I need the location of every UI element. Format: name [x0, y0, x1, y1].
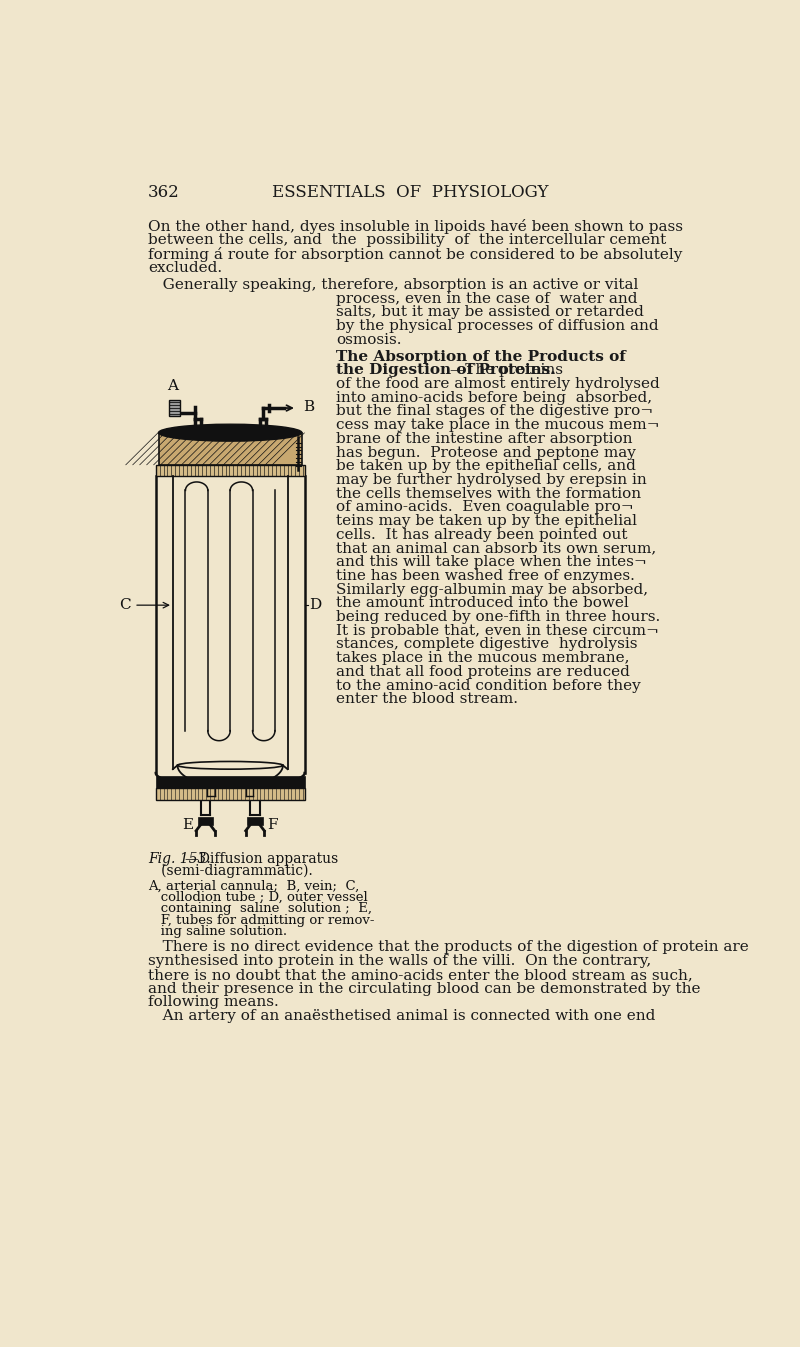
- Text: excluded.: excluded.: [148, 260, 222, 275]
- Text: —Diffusion apparatus: —Diffusion apparatus: [186, 853, 338, 866]
- Text: enter the blood stream.: enter the blood stream.: [336, 692, 518, 706]
- Text: synthesised into protein in the walls of the villi.  On the contrary,: synthesised into protein in the walls of…: [148, 954, 651, 968]
- Text: and this will take place when the intes¬: and this will take place when the intes¬: [336, 555, 647, 570]
- Text: process, even in the case of  water and: process, even in the case of water and: [336, 292, 638, 306]
- Text: there is no doubt that the amino-acids enter the blood stream as such,: there is no doubt that the amino-acids e…: [148, 968, 693, 982]
- Text: and that all food proteins are reduced: and that all food proteins are reduced: [336, 665, 630, 679]
- Text: osmosis.: osmosis.: [336, 333, 402, 348]
- Text: D: D: [310, 598, 322, 612]
- Text: brane of the intestine after absorption: brane of the intestine after absorption: [336, 432, 633, 446]
- Text: F: F: [267, 818, 278, 831]
- Text: ing saline solution.: ing saline solution.: [148, 924, 287, 938]
- Text: A: A: [167, 379, 178, 392]
- Text: 362: 362: [148, 185, 180, 201]
- Text: of amino-acids.  Even coagulable pro¬: of amino-acids. Even coagulable pro¬: [336, 501, 634, 515]
- Text: Fig. 153.: Fig. 153.: [148, 853, 211, 866]
- FancyBboxPatch shape: [156, 788, 305, 800]
- Text: may be further hydrolysed by erepsin in: may be further hydrolysed by erepsin in: [336, 473, 647, 488]
- Text: has begun.  Proteose and peptone may: has begun. Proteose and peptone may: [336, 446, 636, 459]
- Text: be taken up by the epithelial cells, and: be taken up by the epithelial cells, and: [336, 459, 636, 473]
- Text: teins may be taken up by the epithelial: teins may be taken up by the epithelial: [336, 515, 638, 528]
- Text: containing  saline  solution ;  E,: containing saline solution ; E,: [148, 902, 372, 916]
- Text: Similarly egg-albumin may be absorbed,: Similarly egg-albumin may be absorbed,: [336, 583, 649, 597]
- FancyBboxPatch shape: [247, 816, 262, 824]
- Text: the Digestion of Proteins.: the Digestion of Proteins.: [336, 364, 556, 377]
- Text: salts, but it may be assisted or retarded: salts, but it may be assisted or retarde…: [336, 306, 644, 319]
- Text: F, tubes for admitting or remov-: F, tubes for admitting or remov-: [148, 913, 374, 927]
- Text: between the cells, and  the  possibility  of  the intercellular cement: between the cells, and the possibility o…: [148, 233, 666, 247]
- Text: takes place in the mucous membrane,: takes place in the mucous membrane,: [336, 651, 630, 665]
- Ellipse shape: [158, 424, 302, 442]
- Text: C: C: [119, 598, 131, 612]
- FancyBboxPatch shape: [156, 465, 305, 475]
- Text: There is no direct evidence that the products of the digestion of protein are: There is no direct evidence that the pro…: [148, 940, 749, 955]
- Text: An artery of an anaësthetised animal is connected with one end: An artery of an anaësthetised animal is …: [148, 1009, 655, 1022]
- FancyBboxPatch shape: [198, 816, 213, 824]
- Text: the cells themselves with the formation: the cells themselves with the formation: [336, 486, 642, 501]
- Text: Generally speaking, therefore, absorption is an active or vital: Generally speaking, therefore, absorptio…: [148, 277, 638, 292]
- Text: forming á route for absorption cannot be considered to be absolutely: forming á route for absorption cannot b…: [148, 247, 682, 261]
- Text: by the physical processes of diffusion and: by the physical processes of diffusion a…: [336, 319, 659, 333]
- Text: collodion tube ; D, outer vessel: collodion tube ; D, outer vessel: [148, 892, 368, 904]
- Text: tine has been washed free of enzymes.: tine has been washed free of enzymes.: [336, 568, 635, 583]
- Text: —The proteins: —The proteins: [450, 364, 562, 377]
- Text: following means.: following means.: [148, 995, 279, 1009]
- Ellipse shape: [178, 761, 283, 769]
- Text: It is probable that, even in these circum¬: It is probable that, even in these circu…: [336, 624, 659, 637]
- Text: On the other hand, dyes insoluble in lipoids havé been shown to pass: On the other hand, dyes insoluble in lip…: [148, 220, 683, 234]
- Text: into amino-acids before being  absorbed,: into amino-acids before being absorbed,: [336, 391, 653, 405]
- Text: being reduced by one-fifth in three hours.: being reduced by one-fifth in three hour…: [336, 610, 661, 624]
- Text: cess may take place in the mucous mem¬: cess may take place in the mucous mem¬: [336, 418, 660, 432]
- Text: E: E: [182, 818, 193, 831]
- FancyBboxPatch shape: [156, 776, 305, 788]
- Text: (semi-diagrammatic).: (semi-diagrammatic).: [148, 863, 313, 878]
- FancyBboxPatch shape: [158, 432, 302, 465]
- Text: of the food are almost entirely hydrolysed: of the food are almost entirely hydrolys…: [336, 377, 660, 391]
- Text: the amount introduced into the bowel: the amount introduced into the bowel: [336, 597, 629, 610]
- Text: ESSENTIALS  OF  PHYSIOLOGY: ESSENTIALS OF PHYSIOLOGY: [272, 185, 548, 201]
- Text: The Absorption of the Products of: The Absorption of the Products of: [336, 350, 626, 364]
- Text: but the final stages of the digestive pro¬: but the final stages of the digestive pr…: [336, 404, 654, 419]
- FancyBboxPatch shape: [169, 400, 180, 416]
- Text: B: B: [303, 400, 314, 414]
- Text: A, arterial cannula;  B, vein;  C,: A, arterial cannula; B, vein; C,: [148, 880, 359, 893]
- Text: that an animal can absorb its own serum,: that an animal can absorb its own serum,: [336, 541, 657, 555]
- Text: to the amino-acid condition before they: to the amino-acid condition before they: [336, 679, 641, 692]
- Text: and their presence in the circulating blood can be demonstrated by the: and their presence in the circulating bl…: [148, 982, 701, 995]
- Text: cells.  It has already been pointed out: cells. It has already been pointed out: [336, 528, 628, 541]
- Text: stances, complete digestive  hydrolysis: stances, complete digestive hydrolysis: [336, 637, 638, 652]
